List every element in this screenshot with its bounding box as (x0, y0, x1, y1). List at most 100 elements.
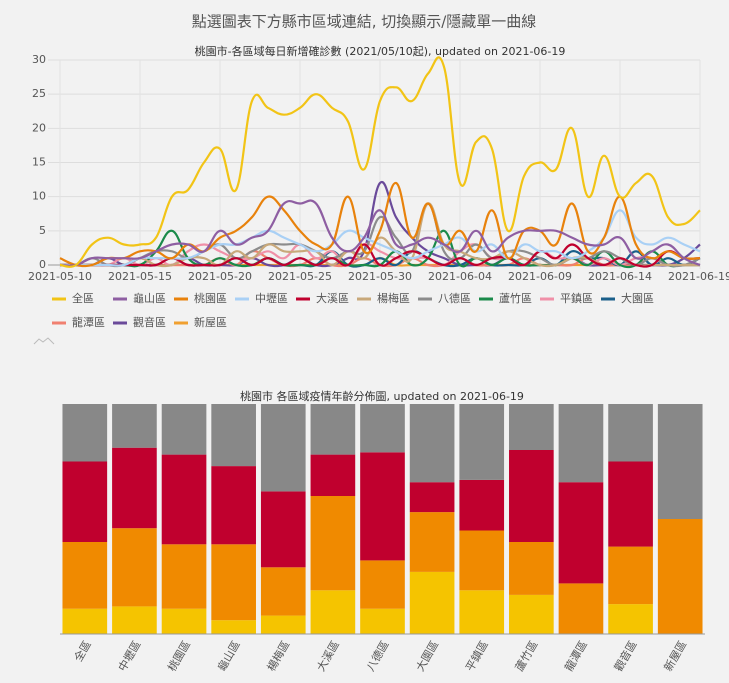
legend-item[interactable]: 中壢區 (235, 291, 288, 305)
bar-segment (211, 544, 256, 621)
legend-label: 平鎮區 (560, 291, 593, 305)
x-tick-label: 2021-05-20 (188, 270, 252, 283)
x-tick-label: 2021-06-14 (588, 270, 652, 283)
legend-item[interactable]: 觀音區 (113, 315, 166, 329)
bar-segment (409, 571, 455, 634)
line (59, 181, 701, 268)
line (59, 199, 701, 267)
bar-segment (657, 404, 703, 519)
x-tick-label: 2021-05-25 (268, 270, 332, 283)
bar-segment (509, 450, 554, 542)
bar-segment (509, 404, 554, 450)
bar-segment (211, 404, 256, 467)
line (59, 242, 700, 267)
x-tick-label: 2021-06-19 (668, 270, 729, 283)
bar-segment (558, 482, 604, 584)
x-tick-label: 蘆竹區 (512, 638, 541, 674)
bar-segment (211, 466, 256, 545)
legend-label: 中壢區 (255, 291, 288, 305)
bar-segment (62, 404, 108, 462)
legend-label: 楊梅區 (377, 291, 410, 305)
x-tick-label: 桃園區 (165, 638, 194, 674)
bar-segment (211, 620, 256, 634)
legend-label: 八德區 (438, 291, 471, 305)
x-tick-label: 2021-05-30 (348, 270, 412, 283)
x-tick-label: 平鎮區 (462, 638, 491, 674)
legend-label: 大園區 (621, 291, 654, 305)
bar-segment (112, 404, 157, 448)
chart-title: 桃園市 各區域疫情年齡分佈圖, updated on 2021-06-19 (240, 389, 524, 403)
legend-item[interactable]: 八德區 (418, 291, 471, 305)
bar-segment (310, 454, 356, 496)
legend-item[interactable]: 龜山區 (113, 292, 166, 305)
bar-segment (260, 491, 306, 568)
bar-segment (608, 604, 653, 634)
x-tick-label: 大溪區 (313, 638, 342, 674)
legend-item[interactable]: 平鎮區 (540, 291, 593, 305)
bar-segment (112, 606, 157, 634)
legend-label: 新屋區 (194, 315, 227, 329)
bar-segment (558, 404, 604, 483)
line (59, 243, 701, 268)
bar-segment (409, 482, 455, 513)
y-tick-label: 25 (32, 87, 46, 100)
x-tick-label: 全區 (71, 638, 94, 664)
bar-segment (112, 447, 157, 529)
page-title: 點選圖表下方縣市區域連結, 切換顯示/隱藏單一曲線 (192, 13, 537, 31)
legend-item[interactable]: 龍潭區 (52, 315, 105, 329)
legend-item[interactable]: 大溪區 (296, 291, 349, 305)
legend-item[interactable]: 楊梅區 (357, 291, 410, 305)
legend-label: 觀音區 (133, 315, 166, 329)
icon (33, 337, 55, 345)
legend-item[interactable]: 全區 (52, 291, 94, 305)
y-tick-label: 0 (39, 258, 46, 271)
chart-title: 桃園市-各區域每日新增確診數 (2021/05/10起), updated on… (195, 44, 566, 58)
legend-label: 大溪區 (316, 291, 349, 305)
bar-segment (360, 452, 405, 561)
x-tick-label: 八德區 (363, 638, 392, 674)
x-tick-label: 龍潭區 (562, 638, 591, 674)
bar-segment (62, 542, 108, 609)
legend-item[interactable]: 大園區 (601, 291, 654, 305)
bar-segment (509, 594, 554, 634)
x-tick-label: 大園區 (413, 638, 442, 674)
legend-item[interactable]: 蘆竹區 (479, 291, 532, 305)
bar-segment (608, 461, 653, 547)
legend-item[interactable]: 桃園區 (174, 291, 227, 305)
bar-segment (459, 479, 505, 531)
line (59, 202, 701, 268)
line (59, 56, 701, 268)
bar-segment (161, 608, 207, 634)
x-tick-label: 龜山區 (215, 639, 243, 674)
bar-segment (657, 519, 703, 634)
bar-segment (161, 454, 207, 545)
x-tick-label: 2021-06-04 (428, 270, 492, 283)
bar-segment (62, 608, 108, 634)
y-tick-label: 5 (39, 224, 46, 237)
bar-segment (608, 404, 653, 462)
legend-label: 桃園區 (194, 291, 227, 305)
bar-segment (509, 542, 554, 595)
x-tick-label: 2021-05-15 (108, 270, 172, 283)
bar-segment (161, 404, 207, 455)
legend-label: 龍潭區 (72, 315, 105, 329)
bar-segment (360, 608, 405, 634)
y-tick-label: 30 (32, 53, 46, 66)
x-tick-label: 中壢區 (115, 638, 144, 674)
bar-segment (558, 583, 604, 634)
bar-segment (360, 404, 405, 453)
y-tick-label: 10 (32, 190, 46, 203)
y-tick-label: 20 (32, 121, 46, 134)
bar-segment (260, 615, 306, 634)
legend-label: 全區 (72, 291, 94, 305)
x-tick-label: 楊梅區 (264, 638, 293, 674)
legend-label: 龜山區 (133, 292, 166, 305)
bar-segment (409, 512, 455, 572)
bar-segment (409, 404, 455, 483)
bar-segment (310, 404, 356, 455)
x-tick-label: 2021-06-09 (508, 270, 572, 283)
legend-item[interactable]: 新屋區 (174, 315, 227, 329)
bar-segment (459, 530, 505, 591)
